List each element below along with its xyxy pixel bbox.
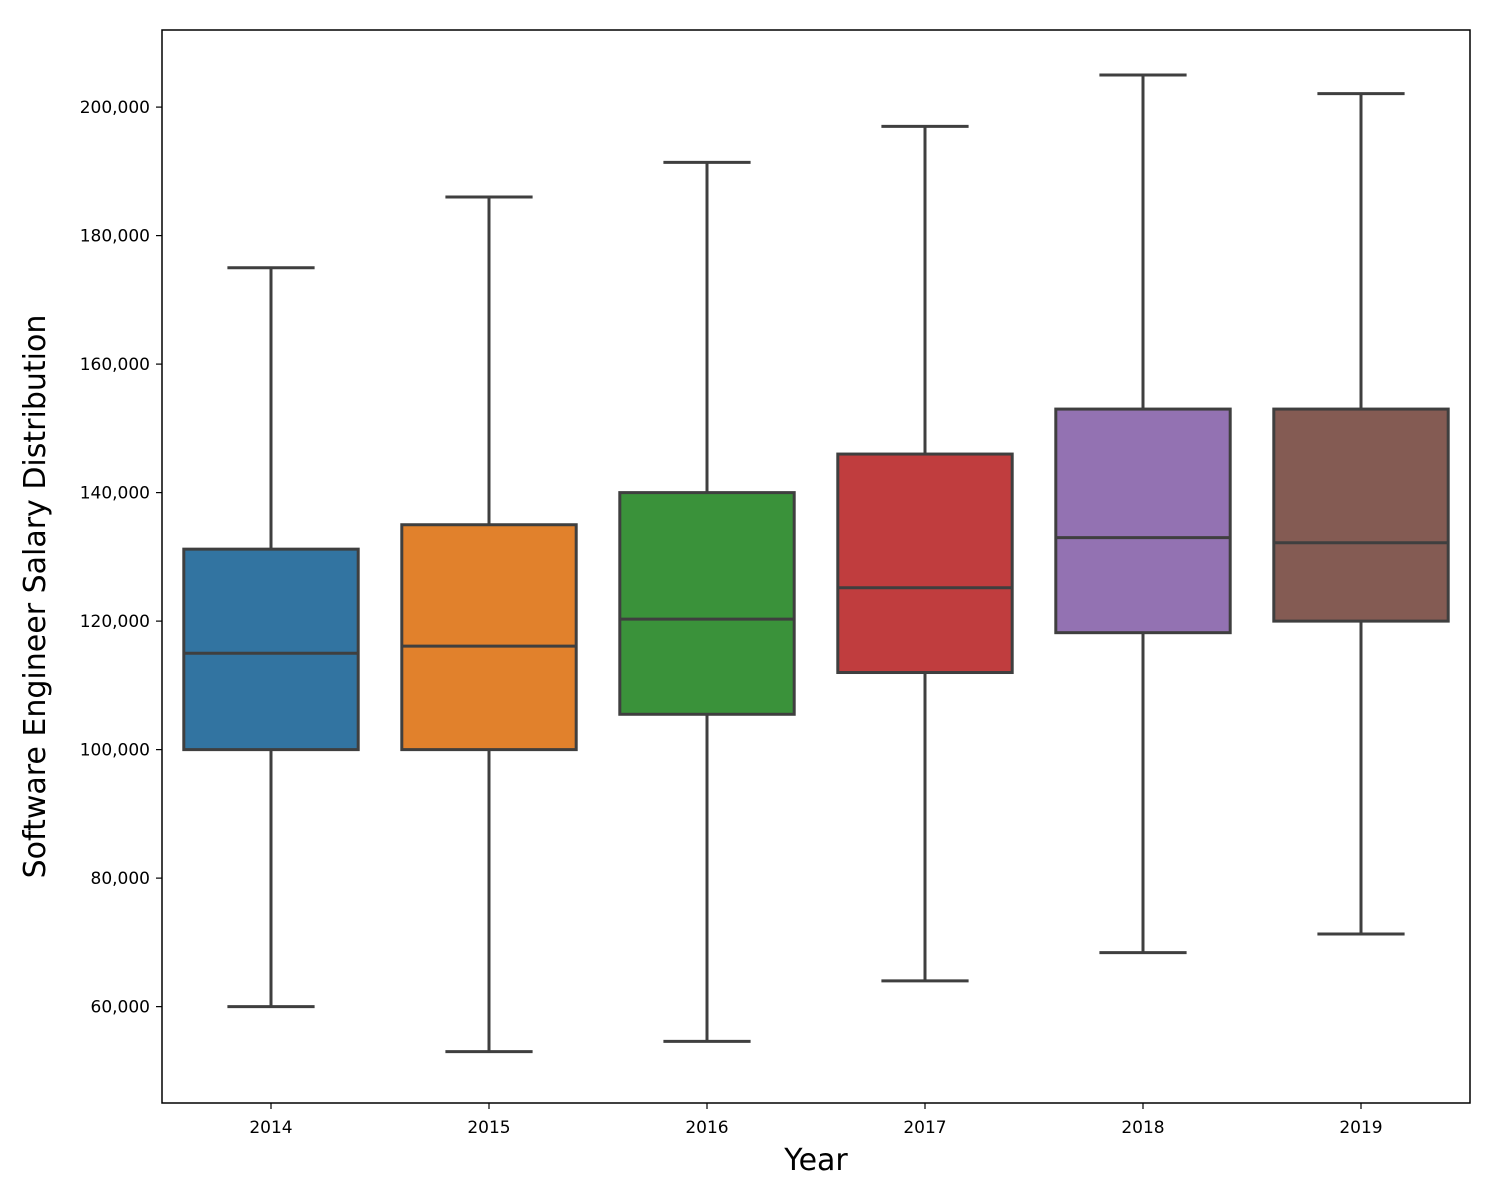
box-2015 bbox=[400, 195, 578, 1054]
y-tick-label: 80,000 bbox=[91, 869, 150, 889]
y-tick-label: 200,000 bbox=[80, 98, 150, 118]
y-tick-label: 100,000 bbox=[80, 741, 150, 761]
x-tick-label: 2015 bbox=[467, 1118, 510, 1138]
plot-marks bbox=[182, 73, 1450, 1054]
y-axis: 60,000 80,000 100,000 120,000 140,000 160,000… bbox=[80, 98, 162, 1018]
x-tick-label: 2014 bbox=[249, 1118, 292, 1138]
iqr-box bbox=[1054, 407, 1232, 635]
y-tick-label: 180,000 bbox=[80, 227, 150, 247]
iqr-box bbox=[1272, 407, 1450, 623]
iqr-box bbox=[618, 491, 796, 716]
iqr-box bbox=[836, 452, 1014, 675]
box-2014 bbox=[182, 266, 360, 1009]
x-tick-label: 2017 bbox=[903, 1118, 946, 1138]
y-tick-label: 60,000 bbox=[91, 998, 150, 1018]
y-axis-label: Software Engineer Salary Distribution bbox=[18, 315, 53, 879]
y-tick-label: 140,000 bbox=[80, 484, 150, 504]
x-tick-label: 2018 bbox=[1121, 1118, 1164, 1138]
iqr-box bbox=[400, 523, 578, 752]
iqr-box bbox=[182, 547, 360, 752]
box-2017 bbox=[836, 124, 1014, 983]
y-tick-label: 120,000 bbox=[80, 612, 150, 632]
x-tick-label: 2016 bbox=[685, 1118, 728, 1138]
x-axis-label: Year bbox=[783, 1143, 848, 1178]
box-2019 bbox=[1272, 92, 1450, 936]
box-2018 bbox=[1054, 73, 1232, 955]
y-tick-label: 160,000 bbox=[80, 355, 150, 375]
x-axis: 2014 2015 2016 2017 2018 2019 bbox=[249, 1103, 1383, 1138]
x-tick-label: 2019 bbox=[1339, 1118, 1382, 1138]
plot-frame bbox=[161, 29, 1471, 1104]
box-2016 bbox=[618, 160, 796, 1043]
